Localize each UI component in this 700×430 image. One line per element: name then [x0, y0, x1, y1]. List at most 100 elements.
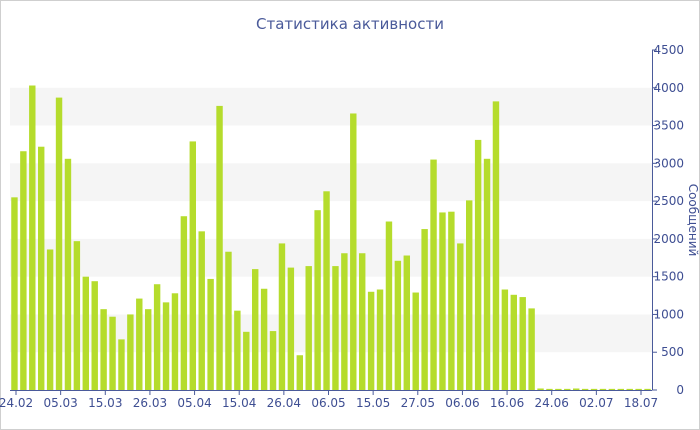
bar — [127, 314, 134, 390]
bar — [635, 388, 642, 390]
bar — [64, 158, 72, 390]
x-tick-label: 05.04 — [177, 396, 211, 410]
bar — [153, 284, 161, 390]
y-tick-label: 500 — [661, 345, 684, 359]
bar — [269, 331, 277, 390]
bar — [46, 249, 54, 390]
y-tick-label: 1000 — [653, 307, 684, 321]
x-tick-label: 15.04 — [222, 396, 256, 410]
y-tick-label: 4000 — [653, 81, 684, 95]
bar — [162, 302, 170, 390]
bar — [296, 355, 303, 390]
bar — [171, 293, 179, 390]
y-tick-label: 2500 — [653, 194, 684, 208]
x-tick-label: 26.03 — [133, 396, 167, 410]
bar — [91, 281, 98, 390]
bar — [109, 316, 116, 390]
bar — [483, 158, 491, 390]
grid-band — [10, 314, 652, 353]
bar — [528, 308, 535, 390]
bar — [287, 267, 295, 390]
bar — [581, 388, 589, 390]
bar — [216, 105, 223, 390]
grid-bands — [10, 87, 652, 353]
bar — [555, 388, 562, 390]
grid-band — [10, 238, 652, 277]
bar — [314, 210, 321, 390]
y-tick-label: 3500 — [653, 119, 684, 133]
bar — [590, 388, 598, 390]
bar — [350, 113, 357, 390]
bar — [573, 388, 580, 390]
bar — [73, 241, 81, 390]
bar — [278, 243, 286, 390]
bar — [189, 141, 196, 390]
bar — [225, 251, 232, 390]
bar — [180, 216, 188, 390]
y-tick-labels: 0 500 1000 1500 2000 2500 3000 3500 4000 4500 — [652, 43, 684, 397]
bar — [564, 388, 571, 390]
bar — [367, 291, 375, 390]
grid-band — [10, 163, 652, 202]
bar — [644, 388, 651, 390]
bar — [537, 388, 544, 390]
bar — [617, 388, 624, 390]
bar — [474, 139, 482, 390]
x-tick-label: 02.07 — [579, 396, 613, 410]
x-tick-label: 26.04 — [267, 396, 301, 410]
bar — [403, 255, 410, 390]
chart-title: Статистика активности — [256, 15, 444, 33]
bar — [341, 253, 348, 390]
bar — [359, 253, 366, 390]
bar — [466, 200, 473, 390]
x-tick-label: 05.03 — [43, 396, 77, 410]
x-tick-label: 16.06 — [490, 396, 524, 410]
x-tick-label: 18.07 — [624, 396, 658, 410]
bar — [82, 276, 89, 390]
bar — [492, 101, 500, 390]
bar — [394, 260, 402, 390]
bar — [626, 388, 633, 390]
x-tick-label: 06.05 — [311, 396, 345, 410]
bar — [29, 85, 36, 390]
y-tick-label: 3000 — [653, 156, 684, 170]
bar — [385, 221, 393, 390]
bar — [439, 212, 446, 390]
grid-band — [10, 87, 652, 126]
x-tick-label: 15.03 — [88, 396, 122, 410]
bar — [599, 388, 607, 390]
bar — [332, 266, 339, 390]
bar — [207, 278, 214, 390]
bar — [546, 388, 553, 390]
bar — [55, 97, 63, 390]
bar — [38, 146, 45, 390]
bar — [501, 289, 509, 390]
bar — [412, 292, 419, 390]
x-tick-label: 24.06 — [535, 396, 569, 410]
bar — [243, 331, 250, 390]
x-tick-label: 06.06 — [445, 396, 479, 410]
bar — [305, 266, 312, 390]
y-axis-label: Сообщений — [686, 184, 700, 257]
x-tick-label: 15.05 — [356, 396, 390, 410]
bar — [510, 294, 517, 390]
bar — [457, 243, 464, 390]
bar — [608, 388, 616, 390]
bar — [118, 339, 125, 390]
bar — [234, 310, 241, 390]
bar — [376, 289, 384, 390]
y-tick-label: 4500 — [653, 43, 684, 57]
x-tick-label: 24.02 — [0, 396, 33, 410]
bar — [100, 309, 107, 390]
y-tick-label: 2000 — [653, 232, 684, 246]
bar — [136, 298, 143, 390]
bar — [20, 151, 27, 390]
bar — [448, 211, 455, 390]
bars — [11, 85, 651, 390]
x-tick-labels: 24.02 05.03 15.03 26.03 05.04 15.04 26.04 06.05… — [0, 390, 658, 410]
axes — [10, 50, 653, 391]
bar — [260, 288, 268, 390]
bar — [198, 231, 205, 390]
bar — [519, 297, 526, 390]
